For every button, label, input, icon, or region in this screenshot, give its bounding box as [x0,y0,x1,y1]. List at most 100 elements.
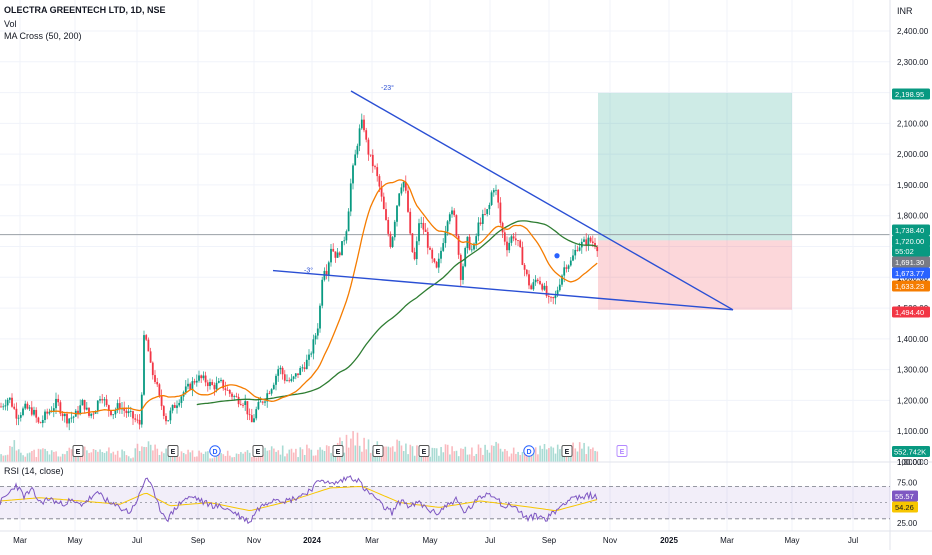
symbol-title[interactable]: OLECTRA GREENTECH LTD, 1D, NSE [4,5,166,15]
candle-body [242,404,244,406]
ma-cross-legend[interactable]: MA Cross (50, 200) [4,31,82,41]
rsi-tick-label: 100.00 [897,458,922,467]
candle-body [281,367,284,375]
volume-bar [57,456,60,462]
candle-body [48,411,51,414]
candle-body [477,222,480,237]
volume-bar [237,454,240,462]
currency-label: INR [897,6,913,16]
candle-body [151,362,154,376]
earnings-marker[interactable] [167,445,179,457]
earnings-marker[interactable] [332,445,344,457]
volume-bar [189,452,192,462]
volume-bar [273,448,275,462]
volume-bar [541,448,544,462]
candle-body [250,415,253,423]
volume-bar [158,454,161,462]
dividend-marker[interactable] [523,445,535,457]
volume-bar [314,455,317,462]
earnings-marker[interactable] [418,445,430,457]
volume-legend[interactable]: Vol [4,19,17,29]
volume-bar [235,453,238,462]
candle-body [426,231,429,248]
upper-trendline[interactable] [350,90,734,311]
volume-bar [543,444,546,462]
volume-bar [554,453,557,462]
candle-body [378,176,381,187]
candle-body [283,374,286,381]
upcoming-earnings-marker[interactable] [616,445,628,457]
volume-bar [484,444,486,462]
rsi-line [0,475,598,525]
candle-body [567,265,570,269]
volume-bar [233,457,236,462]
rsi-legend[interactable]: RSI (14, close) [4,466,64,476]
volume-bar [191,450,194,462]
rsi-tick-label: 75.00 [897,478,918,487]
time-axis[interactable]: Mar May Jul Sep Nov 2024 Mar May Jul Sep Nov 2025 Ma… [13,536,858,545]
price-tick-label: 2,000.00 [897,150,929,159]
dividend-marker[interactable] [209,445,221,457]
price-badge-label: 55:02 [895,247,914,256]
candle-body [523,264,526,270]
candle-body [103,399,106,401]
volume-bar [510,453,513,462]
volume-bar [347,447,350,462]
earnings-marker[interactable] [561,445,573,457]
candle-body [0,406,2,408]
candle-body [554,295,557,299]
volume-bar [581,448,583,462]
candle-body [336,252,339,258]
candle-body [519,240,522,248]
candle-body [360,119,363,129]
ma-200-line [196,220,598,406]
candle-body [114,410,117,415]
earnings-marker[interactable] [72,445,84,457]
time-tick-label: 2024 [303,536,321,545]
price-tick-label: 1,300.00 [897,366,929,375]
volume-bar [163,453,165,462]
candle-body [299,368,302,375]
candle-body [558,284,561,291]
candle-body [288,380,291,382]
stop-zone[interactable] [598,240,792,310]
volume-bar [200,452,203,462]
target-zone[interactable] [598,92,792,241]
candle-body [272,384,275,390]
volume-bar [259,452,262,462]
volume-bar [284,456,286,462]
trendline-angle-label: -3° [304,267,313,275]
volume-bar [330,453,332,462]
event-marker-label: E [620,449,625,456]
volume-bar [497,443,500,462]
candle-body [420,222,423,224]
candle-body [198,375,200,381]
volume-bar [475,453,478,462]
earnings-marker[interactable] [252,445,264,457]
candle-body [268,393,271,395]
volume-bar [35,457,38,462]
volume-bar [229,455,231,462]
lower-trendline[interactable] [272,269,734,311]
candle-body [290,378,293,382]
candle-body [226,389,229,391]
volume-bar [482,454,484,462]
rsi-badge [892,501,918,513]
volume-bar [152,450,154,462]
volume-bar [462,448,464,462]
candle-body [453,210,456,216]
candle-body [116,403,119,411]
volume-bar [231,457,233,462]
volume-bar [515,453,517,462]
volume-bar [402,451,405,462]
earnings-marker[interactable] [372,445,384,457]
price-tick-label: 1,800.00 [897,212,929,221]
volume-bar [255,457,258,462]
candle-body [536,279,539,281]
candle-body [70,417,73,419]
volume-bar [578,442,581,462]
candle-body [297,373,299,375]
